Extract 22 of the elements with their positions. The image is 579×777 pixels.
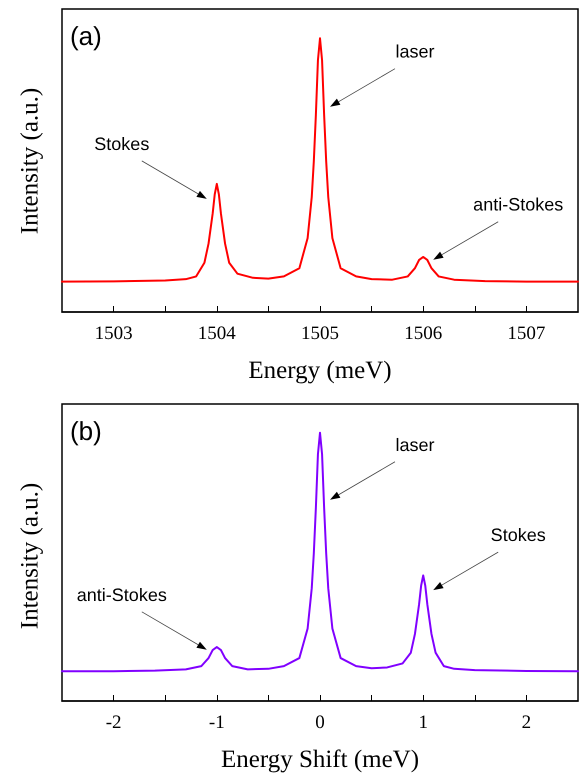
x-tick-label: 1505: [301, 323, 339, 344]
annotation: laser: [395, 42, 435, 62]
annotation: (a): [70, 21, 102, 51]
annotation: anti-Stokes: [76, 584, 167, 605]
x-tick-label: -1: [208, 712, 225, 733]
x-tick-label: -2: [106, 712, 122, 733]
annotation: (b): [70, 416, 102, 446]
x-tick-label: 1506: [404, 323, 442, 344]
x-tick-label: 1503: [94, 323, 133, 344]
annotation: anti-Stokes: [473, 194, 564, 215]
y-axis-title: Intensity (a.u.): [16, 482, 44, 630]
x-tick-label: 2: [522, 712, 532, 733]
x-tick-label: 1507: [507, 323, 546, 344]
x-tick-label: 1504: [198, 323, 236, 344]
x-tick-label: 0: [315, 712, 325, 733]
x-tick-label: 1: [418, 712, 428, 733]
x-axis-title: Energy Shift (meV): [220, 746, 420, 773]
x-axis-title: Energy (meV): [248, 357, 392, 384]
annotation: Stokes: [94, 134, 150, 154]
annotation: laser: [395, 434, 435, 455]
annotation: Stokes: [490, 525, 546, 546]
y-axis-title: Intensity (a.u.): [16, 88, 44, 234]
